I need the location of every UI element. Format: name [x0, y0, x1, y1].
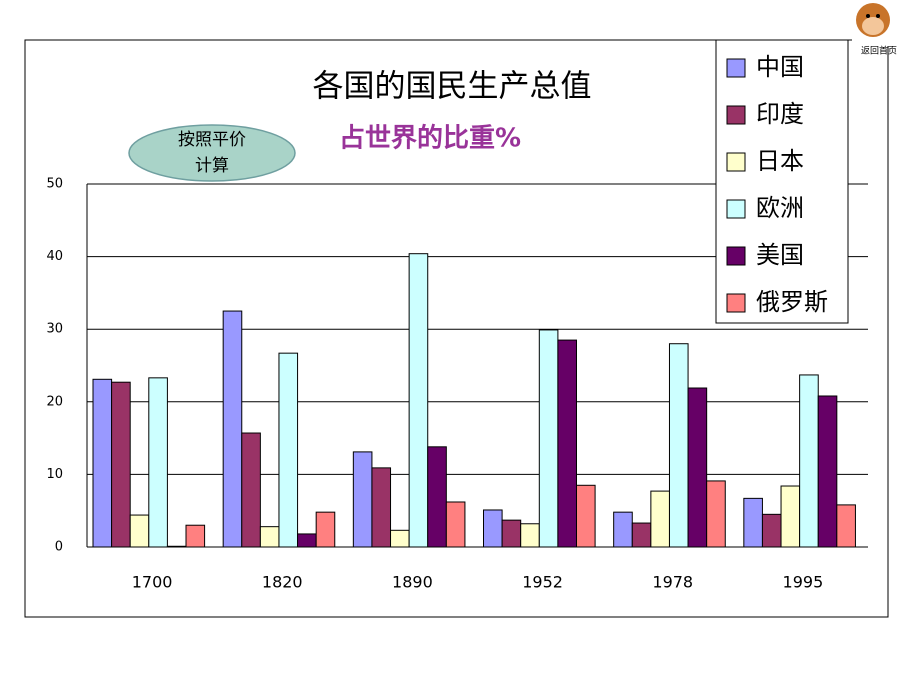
monkey-eye[interactable]: [866, 14, 870, 18]
bar: [278, 352, 299, 548]
bar: [148, 377, 168, 548]
chart-subtitle: 占世界的比重%: [339, 123, 521, 154]
bar: [185, 524, 206, 548]
legend-swatch: [726, 58, 746, 78]
annotation-text: 计算: [195, 156, 229, 176]
bar: [780, 485, 801, 548]
y-tick-label: 20: [46, 394, 63, 409]
x-tick-label: 1995: [783, 573, 824, 592]
bar: [761, 513, 782, 548]
y-tick-label: 40: [46, 249, 63, 264]
legend-swatch: [726, 105, 746, 125]
bar: [129, 514, 150, 548]
monkey-muzzle[interactable]: [862, 17, 884, 35]
bar: [483, 509, 503, 548]
bar: [315, 511, 336, 548]
bar: [241, 432, 261, 548]
x-tick-label: 1700: [132, 573, 173, 592]
bar: [836, 504, 856, 548]
annotation-text: 按照平价: [178, 130, 246, 150]
bar: [557, 339, 578, 548]
legend-label: 印度: [756, 100, 804, 128]
y-tick-label: 30: [46, 322, 63, 337]
bar: [799, 374, 819, 548]
bar: [613, 511, 633, 548]
x-tick-label: 1820: [262, 573, 303, 592]
bar: [111, 381, 131, 548]
legend-label: 日本: [756, 147, 804, 175]
legend-swatch: [726, 199, 746, 219]
bar: [631, 522, 652, 548]
bar: [222, 310, 243, 548]
bar: [650, 490, 670, 548]
legend-label: 俄罗斯: [756, 288, 828, 316]
legend-label: 中国: [756, 53, 804, 81]
y-tick-label: 50: [46, 177, 63, 192]
bar: [259, 526, 280, 548]
bar: [445, 501, 466, 548]
home-label[interactable]: 返回首页: [861, 45, 897, 57]
bar: [501, 519, 522, 548]
bar: [371, 467, 392, 548]
bar: [92, 378, 113, 548]
bar: [743, 497, 763, 548]
bar: [576, 484, 596, 548]
home-button[interactable]: 返回首页: [852, 2, 918, 57]
x-tick-label: 1952: [522, 573, 563, 592]
bar: [166, 545, 187, 548]
bar: [390, 529, 410, 548]
bar: [297, 533, 317, 548]
legend-label: 欧洲: [756, 194, 804, 222]
y-tick-label: 0: [55, 540, 63, 555]
legend-swatch: [726, 293, 746, 313]
bar: [817, 395, 838, 548]
y-tick-label: 10: [46, 467, 63, 482]
x-tick-label: 1978: [652, 573, 693, 592]
bar: [520, 523, 540, 548]
bar: [538, 329, 559, 548]
legend-box: [715, 39, 849, 324]
bar: [352, 451, 373, 548]
legend-swatch: [726, 152, 746, 172]
bar: [427, 446, 447, 548]
annotation-bubble: [128, 124, 296, 182]
bar: [668, 343, 689, 548]
bar: [687, 387, 708, 548]
bar: [706, 480, 726, 548]
x-tick-label: 1890: [392, 573, 433, 592]
bar: [408, 253, 429, 548]
monkey-eye[interactable]: [876, 14, 880, 18]
legend-label: 美国: [756, 241, 804, 269]
chart-title: 各国的国民生产总值: [313, 69, 592, 105]
legend-swatch: [726, 246, 746, 266]
